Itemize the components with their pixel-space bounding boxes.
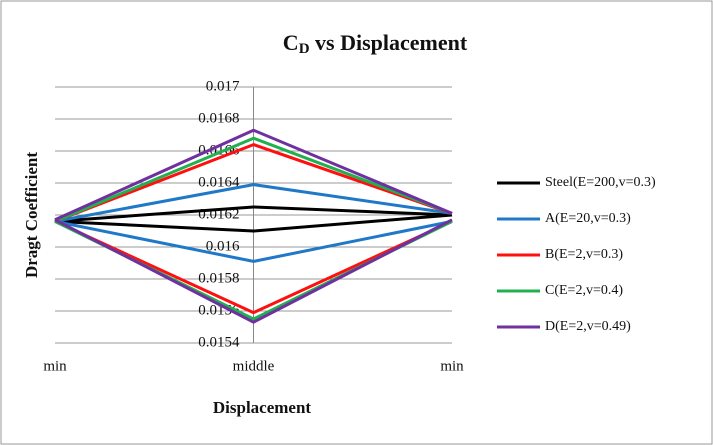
series-line: [54, 213, 453, 233]
legend-label: D(E=2,v=0.49): [545, 319, 631, 334]
series-line: [54, 143, 453, 223]
series-line: [54, 183, 453, 223]
y-tick-label: 0.0164: [198, 174, 240, 190]
y-tick-label: 0.0168: [198, 110, 239, 126]
chart-title: CD vs Displacement: [283, 30, 468, 57]
title-part: C: [283, 30, 299, 55]
y-tick-label: 0.017: [206, 78, 240, 94]
series-line: [54, 136, 453, 223]
y-tick-label: 0.0154: [198, 334, 240, 350]
legend-label: C(E=2,v=0.4): [545, 283, 623, 298]
x-tick-label: min: [440, 358, 464, 374]
series-line: [54, 220, 453, 315]
y-tick-label: 0.0158: [198, 270, 239, 286]
series-line: [54, 205, 453, 223]
y-tick-label: 0.016: [206, 238, 240, 254]
series-line: [54, 218, 453, 324]
title-part: vs Displacement: [310, 30, 468, 55]
legend-label: B(E=2,v=0.3): [545, 247, 623, 262]
x-tick-label: middle: [233, 358, 275, 374]
x-axis-label: Displacement: [213, 398, 312, 417]
title-subscript: D: [299, 41, 310, 57]
legend-label: Steel(E=200,v=0.3): [545, 175, 656, 190]
series-line: [54, 219, 453, 263]
legend-label: A(E=20,v=0.3): [545, 211, 631, 226]
x-tick-label: min: [43, 358, 67, 374]
y-axis-label: Dragt Coefficient: [22, 152, 41, 278]
series-line: [54, 128, 453, 222]
